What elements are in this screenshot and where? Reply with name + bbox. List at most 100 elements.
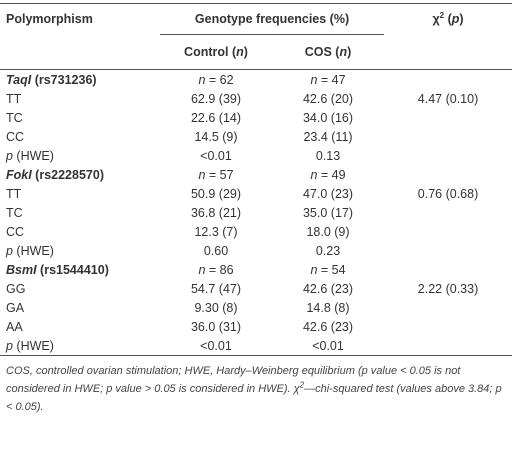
cos-frequency: 42.6 (23) <box>272 279 384 298</box>
cos-frequency: <0.01 <box>272 336 385 356</box>
cell-text: 12.3 (7) <box>194 224 238 239</box>
control-frequency: 22.6 (14) <box>160 108 272 127</box>
header-cell: Genotype frequencies (%) <box>160 3 385 35</box>
text-part: 2 <box>299 380 305 390</box>
text-part: n <box>339 45 348 59</box>
text-part: n <box>310 262 318 277</box>
text-part: ) <box>459 12 464 27</box>
chi-squared <box>384 336 512 356</box>
cell-text: <0.01 <box>200 148 232 163</box>
data-row: CC 14.5 (9) 23.4 (11) <box>0 127 512 146</box>
genotype: GG <box>0 279 160 298</box>
cell-text: 23.4 (11) <box>303 129 353 144</box>
cell-text: AA <box>6 319 23 334</box>
empty-cell <box>384 165 512 184</box>
chi-squared <box>384 241 512 260</box>
text-part: n <box>236 45 244 59</box>
cell-text: TC <box>6 110 23 125</box>
chi-squared: 4.47 (0.10) <box>384 89 512 108</box>
text-part: (rs2228570) <box>31 167 104 182</box>
text-part: = 47 <box>317 72 346 87</box>
cell-text: 42.6 (20) <box>302 91 354 106</box>
cos-frequency: 47.0 (23) <box>272 184 384 203</box>
control-n: n = 86 <box>160 260 272 279</box>
text-part: n <box>310 72 318 87</box>
control-frequency: <0.01 <box>160 146 272 165</box>
cell-text: Polymorphism <box>6 12 93 27</box>
text-part: COS, controlled ovarian stimulation; HWE… <box>6 365 461 395</box>
group-name: FokI (rs2228570) <box>0 165 160 184</box>
header-cell: Polymorphism <box>0 3 160 35</box>
group-row: FokI (rs2228570) n = 57 n = 49 <box>0 165 512 184</box>
genotype: TC <box>0 108 160 127</box>
cell-text: 47.0 (23) <box>302 186 354 201</box>
cell-text: TC <box>6 205 23 220</box>
cell-text: 4.47 (0.10) <box>417 91 479 106</box>
text-part: = 57 <box>205 167 234 182</box>
text-part: ( <box>444 12 452 27</box>
text-part: χ <box>432 12 440 27</box>
chi-squared <box>384 108 512 127</box>
data-row: TT 62.9 (39) 42.6 (20) 4.47 (0.10) <box>0 89 512 108</box>
table-body: Polymorphism Genotype frequencies (%) χ2… <box>0 3 512 356</box>
cell-text: 62.9 (39) <box>190 91 242 106</box>
empty-cell <box>384 260 512 279</box>
group-row: TaqI (rs731236) n = 62 n = 47 <box>0 70 512 90</box>
cell-text: TT <box>6 186 22 201</box>
text-part: p <box>451 12 460 27</box>
text-part: BsmI <box>6 262 37 277</box>
genotype: p (HWE) <box>0 146 160 165</box>
data-row: p (HWE) 0.60 0.23 <box>0 241 512 260</box>
header-row: Polymorphism Genotype frequencies (%) χ2… <box>0 3 512 35</box>
chi-squared: 2.22 (0.33) <box>384 279 512 298</box>
text-part: = 62 <box>205 72 234 87</box>
genotype: GA <box>0 298 160 317</box>
data-row: p (HWE) <0.01 <0.01 <box>0 336 512 356</box>
text-part: ) <box>243 45 248 59</box>
genotype: CC <box>0 127 160 146</box>
cos-n: n = 49 <box>272 165 384 184</box>
data-row: GA 9.30 (8) 14.8 (8) <box>0 298 512 317</box>
data-table: Polymorphism Genotype frequencies (%) χ2… <box>0 3 512 356</box>
text-part: n <box>198 167 206 182</box>
cell-text: 54.7 (47) <box>190 281 242 296</box>
data-row: TC 36.8 (21) 35.0 (17) <box>0 203 512 222</box>
footnote: COS, controlled ovarian stimulation; HWE… <box>0 356 512 416</box>
text-part: p <box>6 243 13 258</box>
cell-text: CC <box>6 129 25 144</box>
group-row: BsmI (rs1544410) n = 86 n = 54 <box>0 260 512 279</box>
cos-frequency: 34.0 (16) <box>272 108 384 127</box>
text-part: = 54 <box>317 262 346 277</box>
header-cell: Control (n) <box>160 34 272 70</box>
cell-text: 50.9 (29) <box>190 186 242 201</box>
text-part: (HWE) <box>12 338 54 353</box>
control-frequency: <0.01 <box>160 336 272 356</box>
page: Polymorphism Genotype frequencies (%) χ2… <box>0 3 512 451</box>
chi-squared <box>384 146 512 165</box>
control-frequency: 36.0 (31) <box>160 317 272 336</box>
control-frequency: 14.5 (9) <box>160 127 272 146</box>
data-row: TC 22.6 (14) 34.0 (16) <box>0 108 512 127</box>
group-name: BsmI (rs1544410) <box>0 260 160 279</box>
cell-text: 14.5 (9) <box>194 129 238 144</box>
cell-text: 0.23 <box>315 243 341 258</box>
cell-text: <0.01 <box>200 338 232 353</box>
control-frequency: 50.9 (29) <box>160 184 272 203</box>
genotype: TT <box>0 184 160 203</box>
text-part: FokI <box>6 167 32 182</box>
control-frequency: 36.8 (21) <box>160 203 272 222</box>
cos-frequency: 23.4 (11) <box>272 127 384 146</box>
genotype: TC <box>0 203 160 222</box>
data-row: TT 50.9 (29) 47.0 (23) 0.76 (0.68) <box>0 184 512 203</box>
cell-text: 0.13 <box>315 148 341 163</box>
control-n: n = 57 <box>160 165 272 184</box>
genotype: p (HWE) <box>0 241 160 260</box>
cell-text: Genotype frequencies (%) <box>194 12 350 26</box>
chi-squared <box>384 203 512 222</box>
cell-text: 0.60 <box>203 243 229 258</box>
header-cell: χ2 (p) <box>384 3 512 35</box>
control-frequency: 9.30 (8) <box>160 298 272 317</box>
genotype: TT <box>0 89 160 108</box>
cell-text: <0.01 <box>312 338 344 353</box>
text-part: (rs731236) <box>31 72 97 87</box>
